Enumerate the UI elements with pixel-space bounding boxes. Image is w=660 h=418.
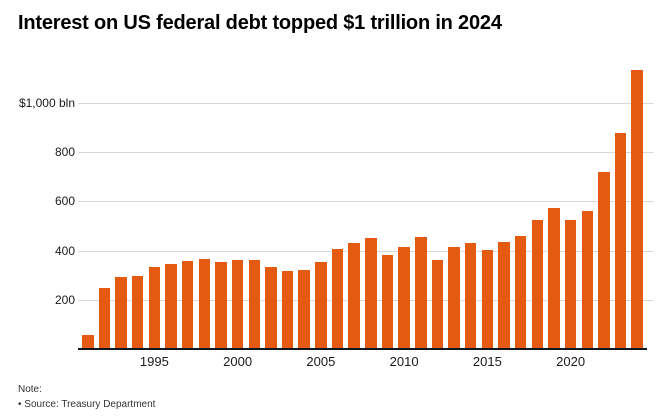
bar-2007 [348, 243, 360, 349]
y-axis-label-1000: $1,000 bln [18, 96, 75, 110]
y-gridline-600 [78, 201, 654, 203]
y-axis-label-400: 400 [54, 243, 75, 258]
y-gridline-1000 [78, 103, 654, 104]
bar-1999 [215, 261, 227, 349]
x-axis-label-2000: 2000 [223, 354, 253, 369]
bar-2006 [331, 249, 344, 349]
bar-1991 [82, 334, 94, 349]
bar-2000 [231, 259, 244, 349]
x-axis-label-2015: 2015 [472, 354, 502, 369]
bar-2024 [631, 70, 643, 349]
bar-2002 [265, 267, 277, 349]
bar-2022 [598, 172, 610, 349]
bar-2014 [464, 242, 477, 349]
x-axis-label-2010: 2010 [389, 354, 419, 369]
bar-2004 [298, 269, 310, 349]
bar-2012 [431, 260, 444, 349]
bar-2008 [365, 238, 377, 349]
bar-2021 [581, 210, 593, 349]
bar-2003 [281, 270, 294, 349]
bar-1996 [165, 264, 177, 349]
bar-2020 [564, 220, 577, 349]
bar-1997 [181, 261, 194, 349]
bar-2001 [248, 260, 260, 349]
bar-2009 [381, 254, 394, 349]
x-axis-label-1995: 1995 [139, 354, 169, 369]
bar-1993 [115, 276, 127, 349]
y-axis-label-200: 200 [54, 292, 75, 307]
bar-2005 [315, 262, 327, 349]
bar-2015 [481, 250, 494, 349]
bar-2016 [498, 242, 510, 349]
source-label: • Source: Treasury Department [18, 399, 156, 410]
bar-2017 [514, 236, 527, 349]
y-gridline-800 [78, 152, 654, 154]
x-axis-line [78, 348, 647, 350]
bar-2023 [614, 132, 627, 349]
bar-1994 [131, 276, 144, 349]
y-axis-label-600: 600 [54, 194, 75, 209]
bar-2019 [548, 207, 560, 349]
bar-1995 [148, 267, 161, 349]
y-axis-label-800: 800 [54, 145, 75, 160]
note-label: Note: [18, 384, 42, 395]
x-axis-label-2005: 2005 [306, 354, 336, 369]
bar-2018 [531, 220, 544, 349]
chart-title: Interest on US federal debt topped $1 tr… [18, 12, 502, 34]
x-axis-label-2020: 2020 [556, 354, 586, 369]
bar-1998 [198, 259, 211, 349]
bar-2013 [448, 246, 460, 349]
bar-2010 [398, 247, 410, 349]
bar-1992 [98, 287, 111, 349]
bar-2011 [415, 237, 427, 349]
